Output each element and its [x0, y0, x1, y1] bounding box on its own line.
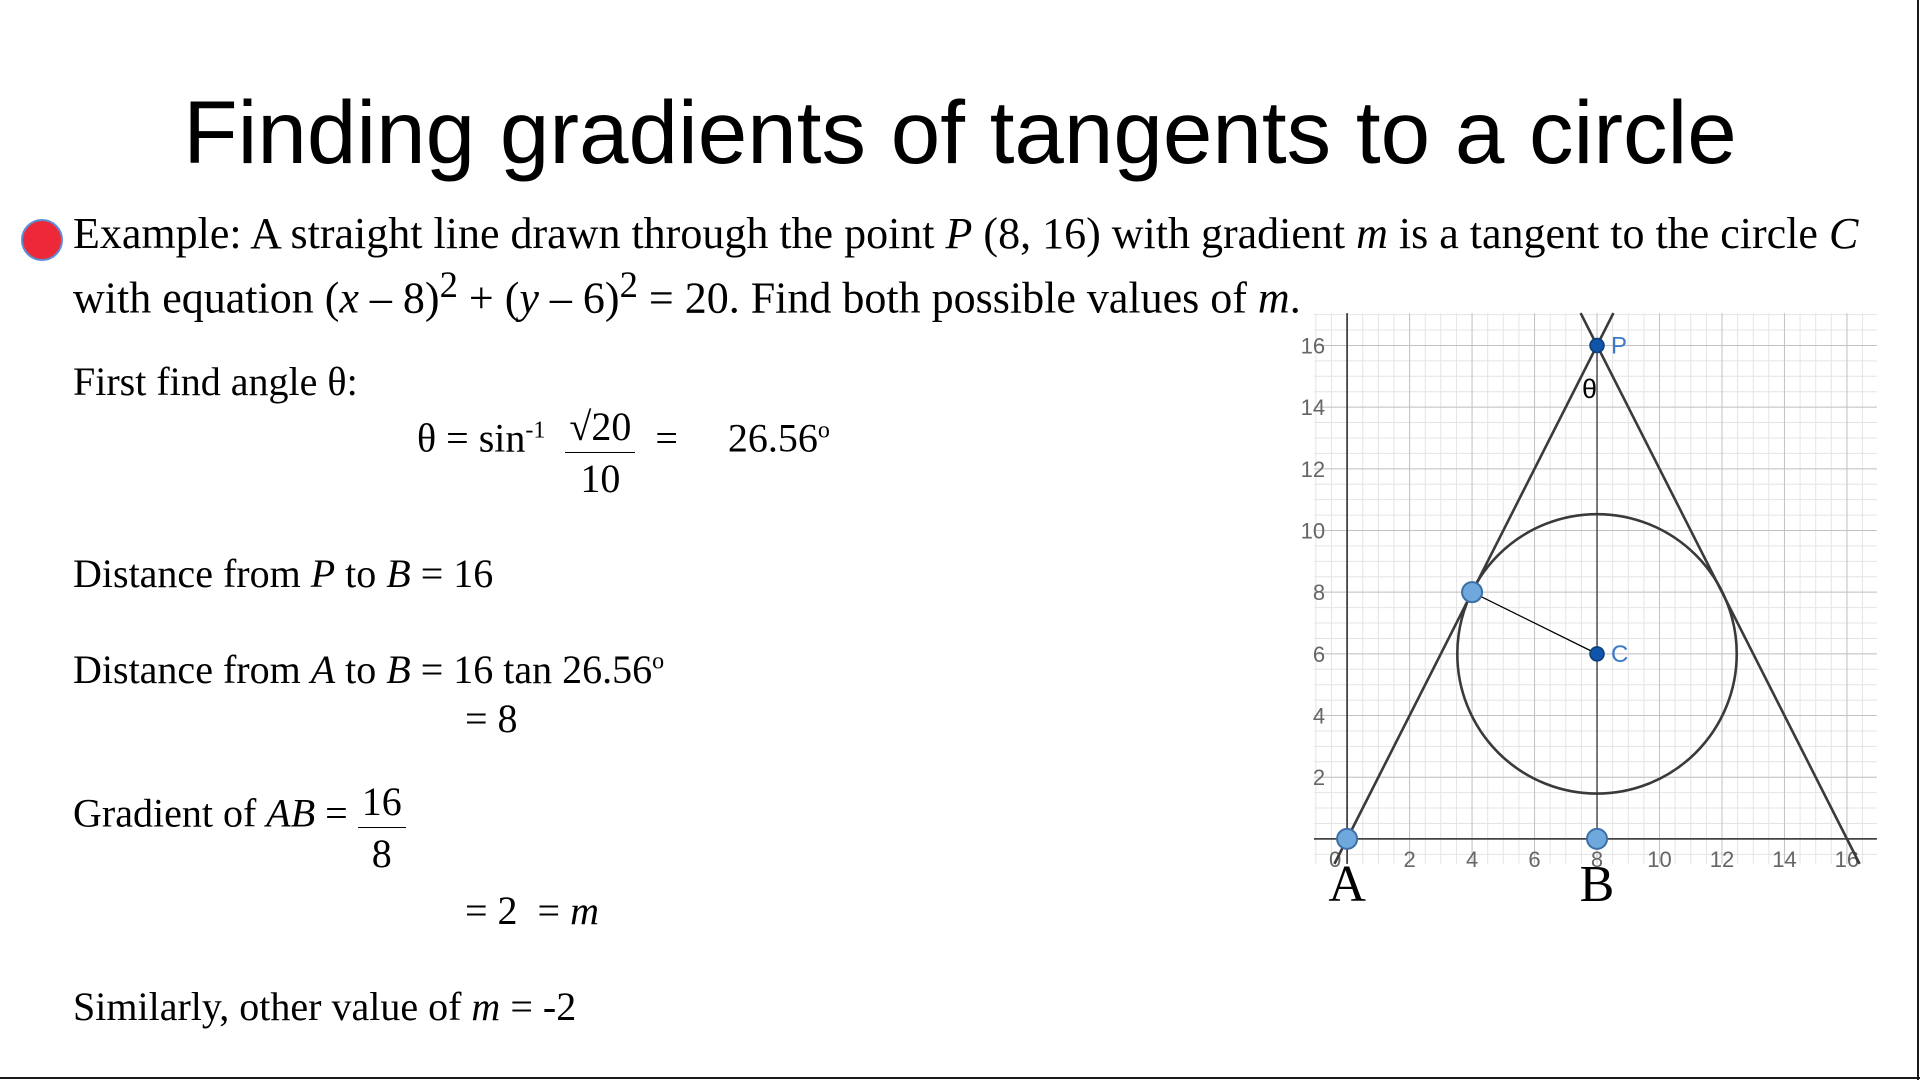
svg-text:B: B — [1580, 856, 1615, 913]
svg-text:14: 14 — [1301, 395, 1325, 420]
svg-text:2: 2 — [1313, 765, 1325, 790]
svg-text:16: 16 — [1835, 847, 1859, 872]
svg-text:6: 6 — [1528, 847, 1540, 872]
svg-text:12: 12 — [1710, 847, 1734, 872]
svg-text:8: 8 — [1313, 580, 1325, 605]
svg-text:A: A — [1328, 856, 1366, 913]
svg-text:12: 12 — [1301, 457, 1325, 482]
svg-text:4: 4 — [1313, 704, 1325, 729]
svg-text:θ: θ — [1582, 374, 1597, 404]
svg-text:P: P — [1611, 333, 1627, 360]
svg-text:2: 2 — [1403, 847, 1415, 872]
svg-text:C: C — [1611, 641, 1628, 668]
svg-text:10: 10 — [1301, 519, 1325, 544]
svg-text:14: 14 — [1772, 847, 1796, 872]
svg-text:6: 6 — [1313, 642, 1325, 667]
svg-text:10: 10 — [1647, 847, 1671, 872]
svg-text:16: 16 — [1301, 334, 1325, 359]
svg-text:4: 4 — [1466, 847, 1478, 872]
